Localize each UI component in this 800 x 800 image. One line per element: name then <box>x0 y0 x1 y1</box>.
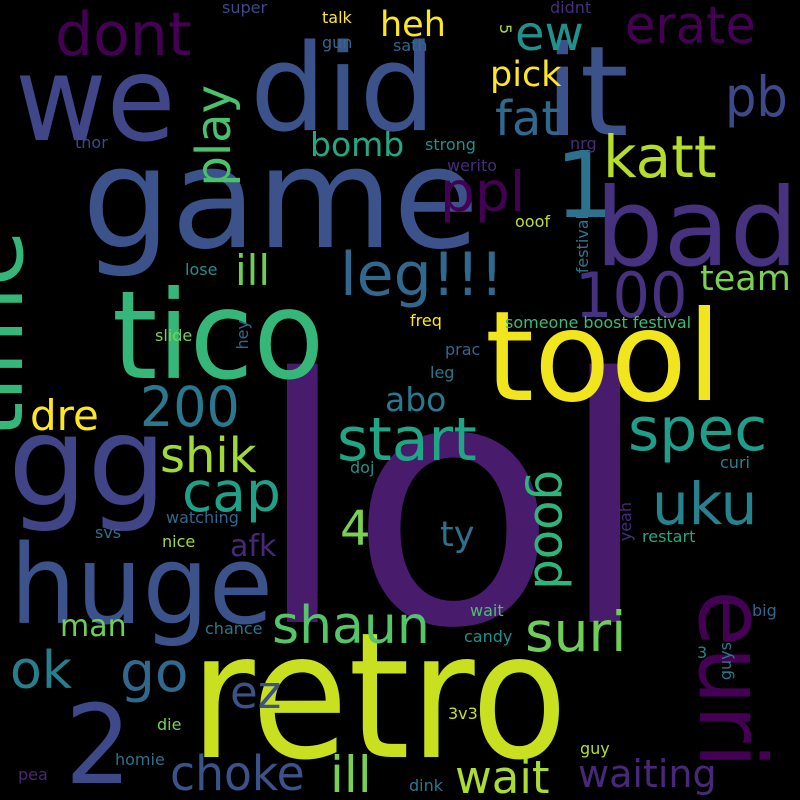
word-suri: suri <box>525 600 627 664</box>
word-yeah: yeah <box>616 502 635 542</box>
word-shaun: shaun <box>272 596 430 656</box>
word-pick: pick <box>490 55 562 95</box>
word-game: game <box>82 118 480 281</box>
word-slide: slide <box>155 326 193 345</box>
word-ok: ok <box>10 641 72 701</box>
word-choke: choke <box>170 746 305 800</box>
word-pb: pb <box>725 65 788 129</box>
word-guy: guy <box>580 739 610 758</box>
word-retro: retro <box>190 596 568 799</box>
word-tool: tool <box>485 285 722 430</box>
word-gun: gun <box>322 33 353 52</box>
word-bomb: bomb <box>310 125 405 164</box>
word-werito: werito <box>447 156 498 175</box>
word-four: 4 <box>340 501 371 557</box>
word-five: 5 <box>496 24 515 35</box>
word-festival: festival <box>573 215 592 274</box>
word-ty: ty <box>440 515 475 555</box>
word-it: it <box>545 20 629 165</box>
word-ppl: ppl <box>440 160 526 224</box>
word-boost: someone boost festival <box>505 313 692 332</box>
word-guys: guys <box>716 642 735 681</box>
word-homie: homie <box>115 750 165 769</box>
word-candy: candy <box>464 627 513 646</box>
word-man: man <box>60 609 127 644</box>
word-restart: restart <box>642 527 696 546</box>
word-shik: shik <box>160 428 257 484</box>
word-watching: watching <box>166 508 239 527</box>
word-curi: curi <box>720 453 750 472</box>
word-uku: uku <box>652 470 758 538</box>
word-one: 1 <box>555 132 614 239</box>
word-we: we <box>15 30 176 168</box>
word-ill: ill <box>235 246 271 295</box>
word-afk: afk <box>230 529 277 564</box>
word-three: 3 <box>697 643 708 662</box>
word-thor: thor <box>75 133 108 152</box>
word-ill2: ill <box>330 746 372 800</box>
word-hey: hey <box>233 320 252 350</box>
word-pea: pea <box>18 765 48 784</box>
word-prac: prac <box>445 340 481 359</box>
word-heh: heh <box>380 5 446 45</box>
word-svs: svs <box>95 523 122 542</box>
word-ew: ew <box>515 6 584 62</box>
word-go: go <box>120 640 189 704</box>
word-dont: dont <box>55 0 192 70</box>
word-dink: dink <box>409 776 444 795</box>
word-strong: strong <box>425 135 476 154</box>
word-wait: wait <box>455 751 550 800</box>
word-lose: lose <box>185 260 218 279</box>
word-wait2: wait <box>470 601 504 620</box>
word-dre: dre <box>30 391 99 440</box>
word-tico: tico <box>112 265 325 407</box>
word-katt: katt <box>603 123 717 191</box>
word-ooof: ooof <box>515 212 550 231</box>
word-erate: erate <box>625 0 756 56</box>
word-ez: ez <box>230 666 282 719</box>
word-fat: fat <box>495 91 561 147</box>
word-talk: talk <box>322 8 352 27</box>
word-freq: freq <box>410 311 442 330</box>
word-super: super <box>222 0 268 17</box>
word-start: start <box>337 405 477 475</box>
word-two: 2 <box>65 681 132 800</box>
word-cap: cap <box>182 460 281 524</box>
word-leg3: leg!!! <box>340 240 504 310</box>
word-hundred: 100 <box>575 259 688 332</box>
word-good: good <box>523 470 579 590</box>
word-leg: leg <box>430 363 455 382</box>
word-threevthree: 3v3 <box>448 704 478 723</box>
word-big: big <box>752 601 777 620</box>
word-abo: abo <box>385 380 447 419</box>
word-doj: doj <box>350 458 375 477</box>
word-nice: nice <box>162 532 196 551</box>
word-nrg: nrg <box>570 134 597 153</box>
word-play: play <box>186 85 242 187</box>
word-die: die <box>157 715 182 734</box>
word-did: did <box>250 20 436 159</box>
word-waiting: waiting <box>578 752 717 796</box>
word-chance: chance <box>205 619 263 638</box>
word-sath: sath <box>393 36 428 55</box>
word-team: team <box>700 259 791 299</box>
word-huge: huge <box>10 521 274 649</box>
word-spec: spec <box>628 395 768 465</box>
word-didnt: didnt <box>550 0 592 17</box>
word-lol: lol <box>255 307 652 703</box>
word-twohundred: 200 <box>140 375 240 439</box>
word-gg: gg <box>8 390 167 535</box>
word-bad: bad <box>595 166 799 291</box>
